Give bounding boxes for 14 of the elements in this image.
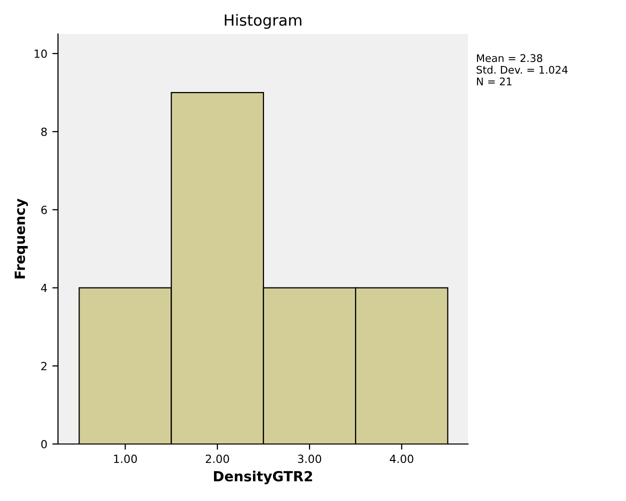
y-tick-label: 10 — [34, 50, 47, 58]
y-tick-label: 2 — [41, 362, 46, 370]
y-tick-label: 0 — [41, 440, 47, 448]
x-axis-title: DensityGTR2 — [214, 470, 312, 484]
y-axis-title: Frequency — [14, 198, 28, 278]
x-tick-label: 2.00 — [206, 454, 230, 464]
y-tick-label: 8 — [41, 128, 47, 136]
x-tick-label: 4.00 — [390, 454, 414, 464]
text: Mean = 2.38 Std. Dev. = 1.024 N = 21 — [476, 54, 568, 86]
x-tick-label: 3.00 — [298, 454, 322, 464]
y-tick-label: 6 — [41, 206, 47, 214]
x-tick-label: 1.00 — [114, 454, 137, 464]
chart-title: Histogram — [224, 14, 302, 29]
y-tick-label: 4 — [41, 284, 47, 292]
